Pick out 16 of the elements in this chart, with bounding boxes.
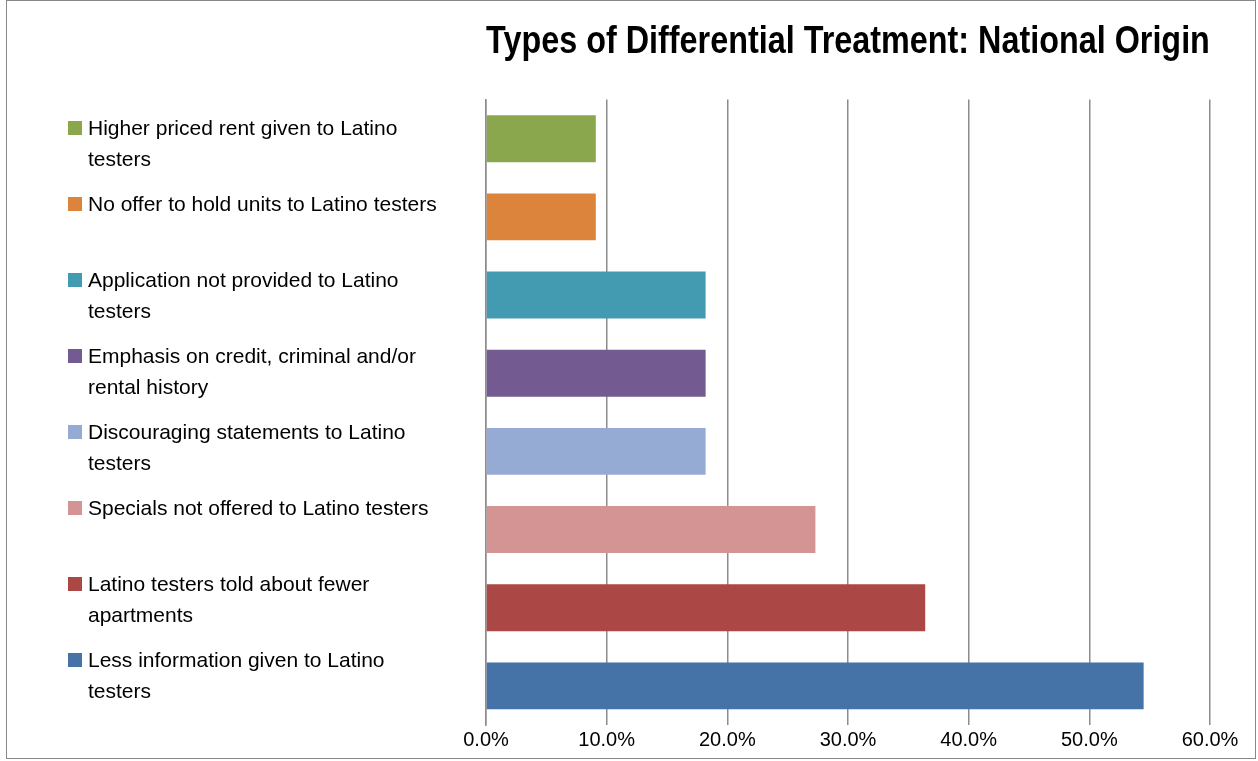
legend-label: Application not provided to Latino testers xyxy=(88,267,400,324)
x-tick-label: 40.0% xyxy=(940,727,998,750)
x-tick-label: 20.0% xyxy=(698,727,756,750)
x-tick-label: 60.0% xyxy=(1181,727,1239,750)
legend-label: Emphasis on credit, criminal and/or rental history xyxy=(88,343,417,400)
x-tick-label: 30.0% xyxy=(819,727,877,750)
legend-label: Less information given to Latino testers xyxy=(88,647,386,704)
legend-label: Higher priced rent given to Latino testers xyxy=(88,115,399,172)
legend-label: No offer to hold units to Latino testers xyxy=(88,191,437,217)
chart-title: Types of Differential Treatment: National Origin xyxy=(486,18,1210,61)
x-tick-label: 0.0% xyxy=(463,727,510,750)
x-tick-label: 50.0% xyxy=(1060,727,1118,750)
legend-label: Latino testers told about fewer apartments xyxy=(88,571,371,628)
legend-label: Specials not offered to Latino testers xyxy=(88,495,429,521)
legend-label: Discouraging statements to Latino testers xyxy=(88,419,407,476)
x-tick-label: 10.0% xyxy=(578,727,636,750)
